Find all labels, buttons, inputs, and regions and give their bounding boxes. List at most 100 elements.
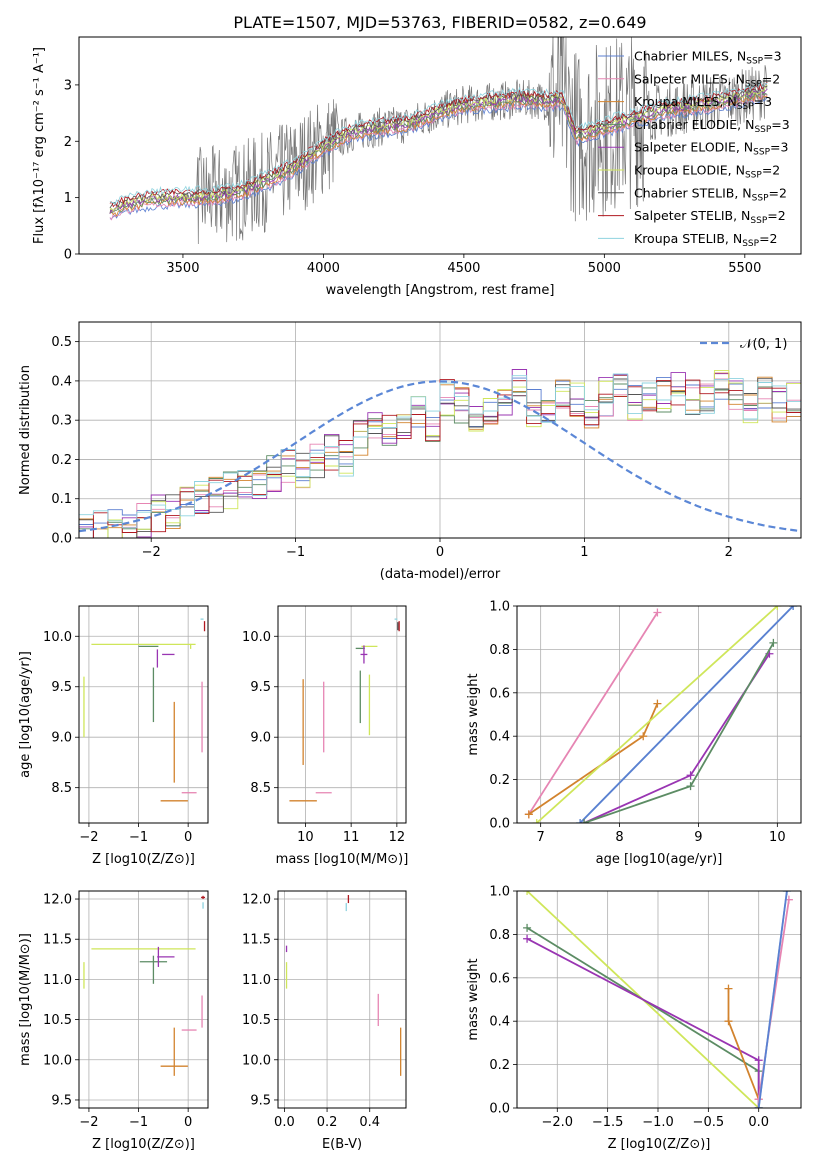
legend-label-text: Salpeter ELODIE, N — [634, 140, 753, 155]
axes-frame — [516, 890, 802, 1109]
cumulative-marker-chabrier_elodie — [580, 819, 589, 823]
legend-label-kroupa_elodie: Kroupa ELODIE, NSSP=2 — [634, 163, 780, 181]
legend-label-subscript: SSP — [753, 148, 770, 158]
axes-frame — [277, 890, 407, 1109]
y-tick-label: 0.4 — [51, 374, 72, 389]
legend-label-nssp: =2 — [769, 185, 787, 200]
y-tick-label: 9.0 — [250, 731, 271, 746]
x-tick-label: −1 — [286, 545, 305, 560]
x-tick-label: 11 — [343, 830, 360, 845]
cumulative-marker-chabrier_miles — [754, 1104, 763, 1108]
x-tick-label: −0.5 — [693, 1115, 725, 1130]
legend-label-nssp: =3 — [763, 49, 781, 64]
model-spectrum-chabrier_miles — [109, 96, 768, 220]
cumulative-marker-chabrier_elodie — [523, 923, 532, 932]
legend-label-text: Kroupa STELIB, N — [634, 231, 742, 246]
panel-mass_vs_metallicity: −2 −1 0 9.5 10.0 10.5 11.0 11.5 12.0 Z [log10(Z/Z… — [18, 890, 209, 1152]
x-axis-label: E(B-V) — [322, 1137, 362, 1152]
legend-label-salpeter_stelib: Salpeter STELIB, NSSP=2 — [634, 208, 786, 226]
y-tick-label: 0.4 — [489, 1015, 510, 1030]
x-tick-label: 4500 — [447, 261, 480, 276]
y-tick-label: 0.3 — [51, 414, 72, 429]
histogram-chabrier_stelib — [79, 378, 801, 538]
cumulative-marker-chabrier_miles — [576, 819, 585, 823]
y-tick-label: 8.5 — [51, 781, 72, 796]
panel-residual_histogram: −2 −1 0 1 2 0.0 0.1 0.2 0.3 0.4 0.5 (data-model)/er… — [18, 321, 802, 582]
axes-frame — [277, 605, 407, 824]
y-axis-label: age [log10(age/yr)] — [18, 651, 33, 778]
legend-label-nssp: =3 — [770, 140, 788, 155]
plot-content — [109, 37, 768, 245]
cumulative-marker-kroupa_miles — [639, 732, 648, 741]
panel-age_vs_mass: 10 11 12 8.5 9.0 9.5 10.0 mass [log10(M/M⊙)] — [242, 605, 409, 867]
cumulative-marker-kroupa_miles — [724, 984, 733, 993]
plot-content — [523, 891, 793, 1108]
x-tick-label: −1.0 — [642, 1115, 674, 1130]
y-tick-label: 9.5 — [51, 680, 72, 695]
model-spectrum-kroupa_miles — [109, 93, 768, 218]
cumulative-marker-chabrier_miles — [782, 891, 791, 895]
cumulative-line-chabrier_miles — [757, 891, 788, 1108]
y-tick-label: 0.6 — [489, 686, 510, 701]
y-tick-label: 1 — [64, 191, 72, 206]
legend-label-nssp: =2 — [767, 208, 785, 223]
y-tick-label: 11.0 — [43, 973, 72, 988]
legend-label-subscript: SSP — [745, 79, 762, 89]
x-tick-label: 5000 — [588, 261, 621, 276]
legend-label-text: Salpeter MILES, N — [634, 71, 745, 86]
y-tick-label: 10.0 — [242, 1053, 271, 1068]
plot-area — [79, 606, 208, 823]
plot-content — [83, 618, 206, 802]
y-tick-label: 10.0 — [43, 630, 72, 645]
plot-content — [289, 618, 400, 802]
panel-cumulative_mass_weight_vs_age: 7 8 9 10 0.0 0.2 0.4 0.6 0.8 1.0 age [log10(age/yr… — [466, 600, 802, 867]
legend-label-subscript: SSP — [742, 239, 759, 249]
axes-frame — [78, 36, 802, 255]
y-tick-label: 9.5 — [250, 680, 271, 695]
legend-label-chabrier_miles: Chabrier MILES, NSSP=3 — [634, 49, 782, 67]
y-axis-label: mass weight — [466, 673, 481, 755]
x-tick-label: −1 — [129, 1115, 148, 1130]
x-tick-label: 0.0 — [274, 1115, 295, 1130]
legend-label-nssp: =3 — [771, 117, 789, 132]
y-axis-label: Flux [fλ10⁻¹⁷ erg cm⁻² s⁻¹ A⁻¹] — [32, 47, 47, 244]
y-tick-label: 3 — [64, 78, 72, 93]
x-axis-label: wavelength [Angstrom, rest frame] — [326, 283, 555, 298]
y-tick-label: 0.6 — [489, 971, 510, 986]
x-tick-label: 3500 — [166, 261, 199, 276]
legend-label-text: Salpeter STELIB, N — [634, 208, 750, 223]
model-spectrum-salpeter_elodie — [109, 88, 768, 214]
figure-title: PLATE=1507, MJD=53763, FIBERID=0582, z=0… — [233, 13, 646, 32]
cumulative-line-chabrier_miles — [579, 606, 794, 823]
x-axis-label: mass [log10(M/M⊙)] — [276, 852, 409, 867]
plot-content — [83, 895, 206, 1076]
legend-label-salpeter_miles: Salpeter MILES, NSSP=2 — [634, 71, 780, 89]
x-tick-label: 0.2 — [317, 1115, 338, 1130]
model-spectrum-kroupa_elodie — [109, 84, 768, 212]
panel-cumulative_mass_weight_vs_metallicity: −2.0 −1.5 −1.0 −0.5 0.0 0.0 0.2 0.4 0.6 0.8 1.0 Z [… — [466, 885, 802, 1152]
legend-label-kroupa_stelib: Kroupa STELIB, NSSP=2 — [634, 231, 778, 249]
plot-area — [517, 891, 801, 1108]
y-tick-label: 12.0 — [43, 893, 72, 908]
plot-area — [278, 891, 406, 1108]
y-tick-label: 9.5 — [250, 1093, 271, 1108]
legend-label-chabrier_elodie: Chabrier ELODIE, NSSP=3 — [634, 117, 790, 135]
y-tick-label: 0.5 — [51, 335, 72, 350]
panel-age_vs_metallicity: −2 −1 0 8.5 9.0 9.5 10.0 Z [log10(Z/Z⊙)] age [lo… — [18, 605, 209, 867]
cumulative-marker-salpeter_elodie — [523, 934, 532, 943]
legend-label-salpeter_elodie: Salpeter ELODIE, NSSP=3 — [634, 140, 788, 158]
x-axis-label: Z [log10(Z/Z⊙)] — [92, 852, 195, 867]
normal-legend-label: 𝒩(0, 1) — [740, 337, 787, 352]
y-axis-label: mass weight — [466, 958, 481, 1040]
plot-area — [517, 606, 801, 823]
y-tick-label: 12.0 — [242, 893, 271, 908]
legend-label-subscript: SSP — [752, 193, 769, 203]
y-tick-label: 11.5 — [43, 933, 72, 948]
x-tick-label: −2.0 — [541, 1115, 573, 1130]
x-tick-label: −1 — [129, 830, 148, 845]
cumulative-marker-salpeter_elodie — [754, 1056, 763, 1065]
x-tick-label: −2 — [79, 830, 98, 845]
x-tick-label: 9 — [694, 830, 702, 845]
cumulative-marker-chabrier_elodie — [686, 782, 695, 791]
y-tick-label: 11.5 — [242, 933, 271, 948]
